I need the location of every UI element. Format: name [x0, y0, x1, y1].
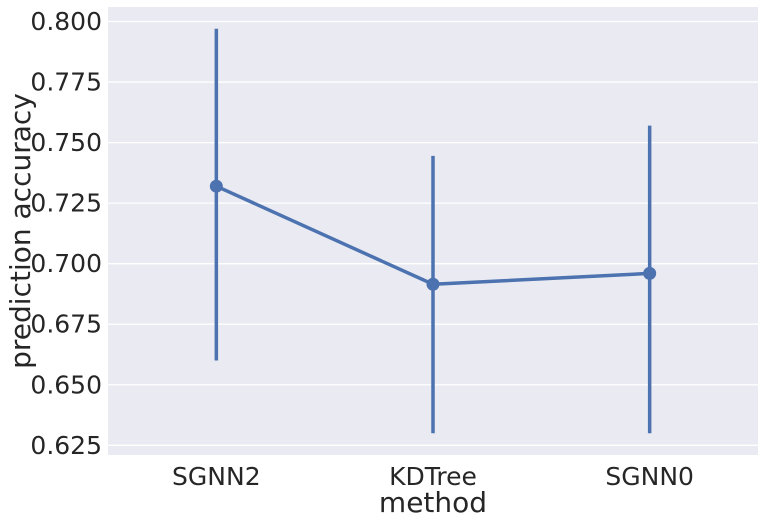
y-tick-label: 0.725: [30, 189, 102, 218]
data-point: [209, 179, 223, 193]
y-axis-label: prediction accuracy: [4, 93, 37, 369]
x-tick-label: SGNN0: [605, 462, 694, 491]
x-tick-label: KDTree: [389, 462, 477, 491]
y-axis-ticks: 0.625 0.650 0.675 0.700 0.725 0.750 0.775 0.800: [30, 7, 102, 460]
y-tick-label: 0.775: [30, 68, 102, 97]
data-point: [643, 266, 657, 280]
y-tick-label: 0.800: [30, 7, 102, 36]
y-tick-label: 0.750: [30, 128, 102, 157]
y-tick-label: 0.625: [30, 431, 102, 460]
data-points: [209, 179, 657, 291]
y-tick-label: 0.675: [30, 310, 102, 339]
y-tick-label: 0.700: [30, 249, 102, 278]
x-axis-ticks: SGNN2 KDTree SGNN0: [172, 462, 694, 491]
data-point: [426, 277, 440, 291]
x-tick-label: SGNN2: [172, 462, 261, 491]
x-axis-label: method: [379, 486, 487, 519]
y-tick-label: 0.650: [30, 370, 102, 399]
